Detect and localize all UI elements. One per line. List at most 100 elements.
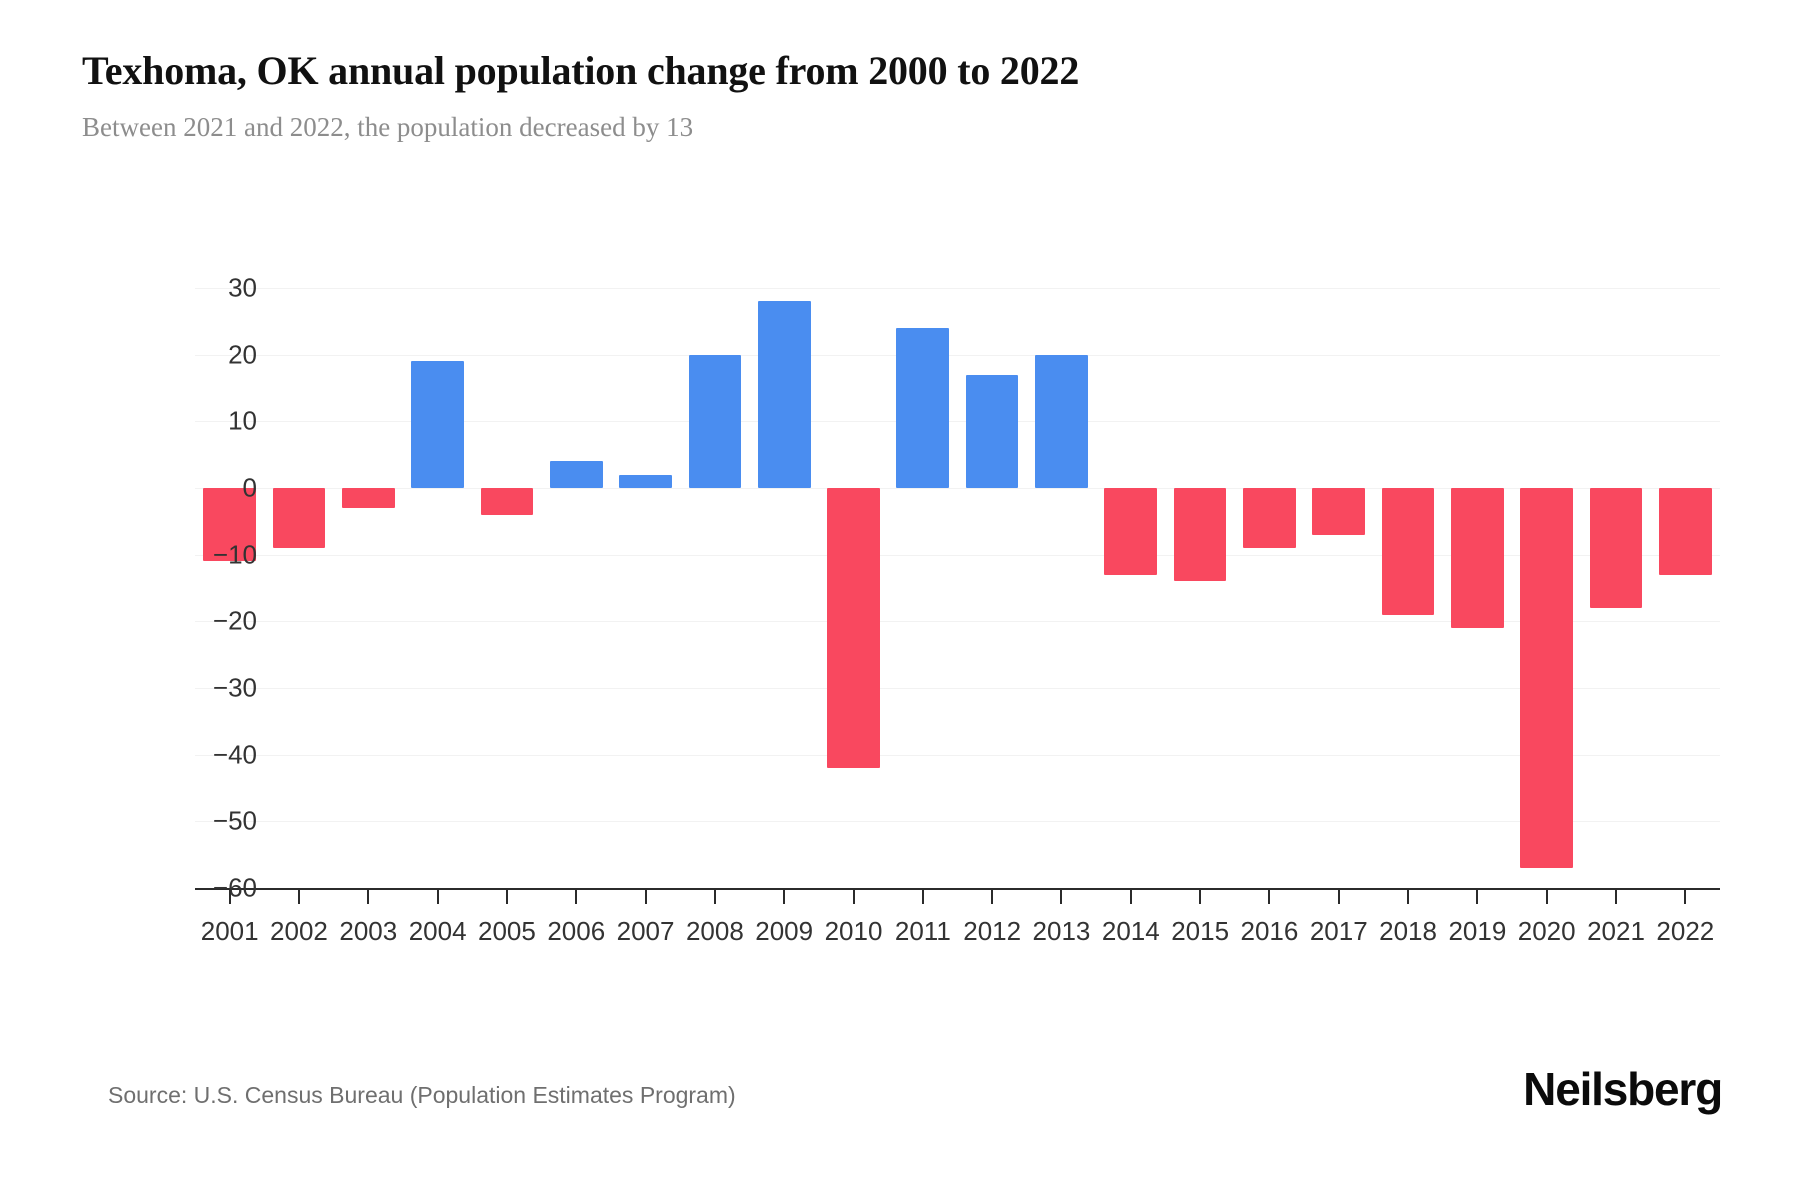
gridline [195, 888, 1720, 889]
bar[interactable] [1520, 488, 1574, 868]
y-axis-tick-label: −10 [212, 539, 257, 570]
gridline [195, 688, 1720, 689]
x-axis-tick-mark [1199, 890, 1202, 904]
bar-slot [1235, 288, 1304, 888]
bar[interactable] [480, 488, 534, 515]
x-axis-tick-mark [367, 890, 370, 904]
x-axis-tick-label: 2016 [1240, 916, 1299, 946]
gridline [195, 421, 1720, 423]
bar[interactable] [1312, 488, 1366, 535]
bar-slot [195, 288, 264, 888]
x-axis-tick-mark [713, 890, 716, 904]
x-axis-tick-label: 2005 [478, 916, 536, 946]
y-axis-tick-label: 30 [228, 272, 257, 303]
bar[interactable] [1035, 354, 1088, 488]
gridline [195, 621, 1720, 623]
x-axis-tick: 2021 [1581, 890, 1650, 985]
bar[interactable] [757, 301, 811, 488]
x-axis-tick: 2016 [1235, 890, 1304, 985]
bar[interactable] [411, 361, 464, 488]
x-axis-tick-mark [1268, 890, 1271, 904]
y-axis-tick-label: 10 [228, 405, 257, 436]
gridline [195, 354, 1720, 356]
x-axis-tick: 2009 [750, 890, 819, 985]
bar[interactable] [549, 461, 603, 488]
bar[interactable] [965, 374, 1019, 488]
bar-slot [611, 288, 680, 888]
x-axis-tick-mark [575, 890, 578, 904]
x-axis-tick-label: 2001 [200, 916, 259, 946]
x-axis-tick: 2004 [403, 890, 472, 985]
bar[interactable] [1173, 488, 1227, 582]
y-axis-tick-label: 20 [228, 339, 257, 370]
bar[interactable] [341, 488, 395, 508]
x-axis-tick-mark [852, 890, 855, 904]
x-axis-tick: 2003 [334, 890, 403, 985]
bar[interactable] [1381, 488, 1435, 615]
bar-slot [958, 288, 1027, 888]
x-axis-tick: 2010 [819, 890, 888, 985]
x-axis-tick-mark [228, 890, 231, 904]
x-axis-tick-label: 2015 [1171, 916, 1230, 946]
bar[interactable] [1451, 488, 1504, 628]
x-axis-ticks: 2001 2002 2003 2004 2005 2006 2007 2008 2009 2010… [195, 890, 1720, 985]
plot-area [195, 288, 1720, 890]
bar[interactable] [272, 488, 326, 548]
bar-slot [403, 288, 472, 888]
x-axis-tick: 2014 [1096, 890, 1165, 985]
bar-slot [542, 288, 611, 888]
x-axis-tick-label: 2021 [1587, 916, 1645, 946]
y-axis-tick-label: −60 [212, 872, 257, 903]
x-axis-tick: 2002 [264, 890, 333, 985]
x-axis-tick: 2017 [1304, 890, 1373, 985]
x-axis-tick: 2013 [1027, 890, 1096, 985]
x-axis-tick-label: 2010 [824, 916, 883, 946]
x-axis-tick: 2005 [472, 890, 541, 985]
x-axis-tick-mark [1129, 890, 1132, 904]
x-axis-tick-label: 2003 [339, 916, 398, 946]
bar-slot [680, 288, 749, 888]
x-axis-tick-label: 2002 [270, 916, 328, 946]
bar-slot [1373, 288, 1442, 888]
zero-gridline [195, 488, 1720, 489]
x-axis-tick: 2020 [1512, 890, 1581, 985]
bar[interactable] [203, 488, 256, 562]
bar[interactable] [1243, 488, 1296, 548]
y-axis-tick-label: −20 [212, 605, 257, 636]
x-axis-tick-label: 2014 [1101, 916, 1160, 946]
y-axis-tick-label: 0 [242, 472, 257, 503]
x-axis-tick-label: 2006 [547, 916, 606, 946]
bar[interactable] [827, 488, 880, 768]
y-axis-tick-label: −30 [212, 672, 257, 703]
x-axis-tick: 2007 [611, 890, 680, 985]
bar[interactable] [1104, 488, 1158, 575]
bar[interactable] [688, 354, 742, 488]
x-axis-tick-mark [297, 890, 300, 904]
x-axis-tick: 2018 [1373, 890, 1442, 985]
x-axis-tick-label: 2004 [408, 916, 467, 946]
bar-slot [819, 288, 888, 888]
source-note: Source: U.S. Census Bureau (Population E… [108, 1082, 736, 1108]
bar-slot [472, 288, 541, 888]
y-axis-tick-label: −50 [212, 805, 257, 836]
x-axis-line [195, 888, 1720, 890]
page-title: Texhoma, OK annual population change fro… [82, 48, 1080, 93]
x-axis-tick-label: 2011 [894, 916, 951, 946]
x-axis-tick-label: 2008 [685, 916, 744, 946]
bar[interactable] [1589, 488, 1643, 608]
bar-slot [1304, 288, 1373, 888]
y-axis-tick-label: −40 [212, 739, 257, 770]
bar[interactable] [1658, 488, 1712, 575]
x-axis-tick-mark [991, 890, 994, 904]
x-axis-tick-label: 2022 [1656, 916, 1715, 946]
bar[interactable] [896, 328, 950, 488]
gridline [195, 288, 1720, 289]
gridline [195, 554, 1720, 556]
gridline [195, 754, 1720, 756]
x-axis-tick: 2001 [195, 890, 264, 985]
bar[interactable] [619, 474, 672, 488]
bar-slot [1512, 288, 1581, 888]
bar-slot [750, 288, 819, 888]
bar-slot [1651, 288, 1720, 888]
